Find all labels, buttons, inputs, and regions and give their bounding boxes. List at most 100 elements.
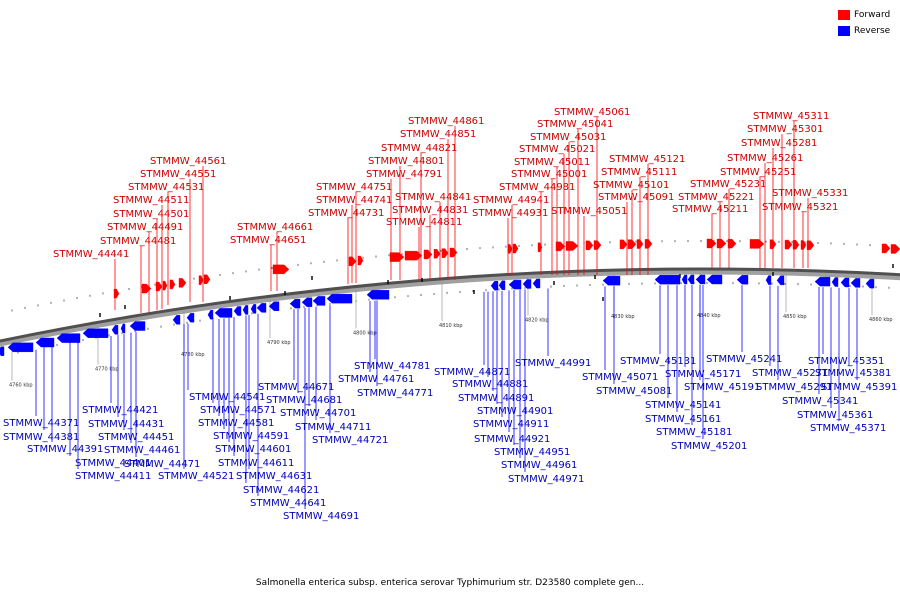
reverse-gene-arrow xyxy=(214,308,233,318)
forward-gene-label: STMMW_44441 xyxy=(53,249,129,260)
reverse-gene-label: STMMW_45241 xyxy=(706,354,782,365)
reverse-gene-arrow xyxy=(0,346,5,356)
reverse-gene-arrow xyxy=(129,321,146,331)
scale-tick-label: 4800 kbp xyxy=(353,330,377,336)
scale-tick-label: 4830 kbp xyxy=(611,314,635,320)
forward-gene-label: STMMW_45331 xyxy=(772,188,848,199)
forward-gene-label: STMMW_45251 xyxy=(720,167,796,178)
forward-gene-arrow xyxy=(749,239,765,249)
reverse-gene-label: STMMW_44781 xyxy=(354,361,430,372)
forward-gene-label: STMMW_45011 xyxy=(514,157,590,168)
reverse-gene-label: STMMW_44721 xyxy=(312,435,388,446)
reverse-gene-label: STMMW_44571 xyxy=(200,405,276,416)
forward-gene-label: STMMW_44801 xyxy=(368,156,444,167)
forward-gene-label: STMMW_45121 xyxy=(609,154,685,165)
forward-gene-arrow xyxy=(706,238,717,249)
forward-gene-arrow xyxy=(716,238,727,249)
forward-gene-label: STMMW_44821 xyxy=(381,143,457,154)
forward-gene-arrow xyxy=(162,280,168,291)
scale-tick-label: 4780 kbp xyxy=(181,352,205,358)
legend-forward-label: Forward xyxy=(854,10,891,20)
forward-gene-label: STMMW_44661 xyxy=(237,222,313,233)
reverse-gene-arrow xyxy=(301,297,313,307)
reverse-gene-label: STMMW_44771 xyxy=(357,388,433,399)
forward-gene-label: STMMW_45281 xyxy=(741,138,817,149)
reverse-gene-label: STMMW_45131 xyxy=(620,356,696,367)
forward-gene-label: STMMW_44511 xyxy=(113,195,189,206)
reverse-gene-arrow xyxy=(326,293,353,304)
reverse-gene-label: STMMW_44971 xyxy=(508,474,584,485)
forward-gene-label: STMMW_45301 xyxy=(747,124,823,135)
reverse-gene-label: STMMW_45071 xyxy=(582,372,658,383)
reverse-gene-label: STMMW_45381 xyxy=(815,368,891,379)
legend-reverse: Reverse xyxy=(838,26,890,36)
forward-gene-arrow xyxy=(619,239,628,250)
forward-gene-label: STMMW_45111 xyxy=(601,167,677,178)
scale-tick-label: 4840 kbp xyxy=(697,313,721,319)
forward-gene-arrow xyxy=(784,239,793,250)
reverse-gene-label: STMMW_44381 xyxy=(3,432,79,443)
reverse-gene-label: STMMW_44951 xyxy=(494,447,570,458)
reverse-gene-arrow xyxy=(207,310,214,320)
reverse-gene-label: STMMW_45161 xyxy=(645,414,721,425)
reverse-gene-arrow xyxy=(687,274,695,285)
forward-gene-label: STMMW_45311 xyxy=(753,111,829,122)
forward-gene-label: STMMW_45051 xyxy=(551,206,627,217)
forward-gene-label: STMMW_45021 xyxy=(519,144,595,155)
reverse-gene-label: STMMW_44921 xyxy=(474,434,550,445)
reverse-gene-label: STMMW_44611 xyxy=(218,458,294,469)
legend-forward: Forward xyxy=(838,10,890,20)
reverse-gene-arrow xyxy=(522,279,532,289)
reverse-gene-arrow xyxy=(366,290,390,300)
reverse-gene-arrow xyxy=(242,305,249,315)
reverse-gene-label: STMMW_44671 xyxy=(258,382,334,393)
reverse-gene-arrow xyxy=(602,275,621,286)
forward-gene-arrow xyxy=(155,281,163,292)
forward-gene-label: STMMW_45101 xyxy=(593,180,669,191)
legend-reverse-label: Reverse xyxy=(854,26,891,36)
scale-tick-label: 4860 kbp xyxy=(869,317,893,323)
forward-gene-label: STMMW_45221 xyxy=(678,192,754,203)
forward-gene-arrow xyxy=(890,244,900,254)
reverse-gene-arrow xyxy=(532,278,541,289)
backbone-shadow xyxy=(0,269,900,347)
reverse-gene-arrow xyxy=(508,279,522,290)
reverse-gene-label: STMMW_45391 xyxy=(821,382,897,393)
forward-gene-label: STMMW_44651 xyxy=(230,235,306,246)
forward-gene-arrow xyxy=(593,240,602,250)
forward-gene-label: STMMW_45211 xyxy=(672,204,748,215)
forward-gene-label: STMMW_45031 xyxy=(530,132,606,143)
reverse-gene-arrow xyxy=(35,337,55,348)
reverse-gene-arrow xyxy=(233,306,242,316)
reverse-gene-arrow xyxy=(172,315,181,325)
scale-tick-label: 4790 kbp xyxy=(267,340,291,346)
reverse-gene-arrow xyxy=(654,274,681,285)
reverse-gene-label: STMMW_45191 xyxy=(684,382,760,393)
forward-gene-arrow xyxy=(727,238,737,249)
reverse-gene-label: STMMW_45361 xyxy=(797,410,873,421)
forward-gene-arrow xyxy=(423,249,433,260)
forward-gene-arrow xyxy=(565,241,579,251)
reverse-gene-arrow xyxy=(490,281,499,291)
forward-gene-label: STMMW_45041 xyxy=(537,119,613,130)
reverse-gene-label: STMMW_44641 xyxy=(250,498,326,509)
forward-gene-label: STMMW_44811 xyxy=(386,217,462,228)
forward-gene-label: STMMW_44491 xyxy=(107,222,183,233)
reverse-gene-arrow xyxy=(289,298,301,309)
forward-gene-label: STMMW_44861 xyxy=(408,116,484,127)
forward-gene-arrow xyxy=(203,274,211,284)
forward-gene-label: STMMW_44791 xyxy=(366,169,442,180)
forward-gene-arrow xyxy=(198,275,204,285)
reverse-gene-arrow xyxy=(56,333,81,343)
reverse-gene-arrow xyxy=(250,304,257,314)
forward-gene-arrow xyxy=(389,252,405,262)
reverse-gene-label: STMMW_44541 xyxy=(189,392,265,403)
forward-gene-label: STMMW_44561 xyxy=(150,156,226,167)
reverse-gene-arrow xyxy=(776,275,785,286)
reverse-gene-arrow xyxy=(186,312,195,323)
reverse-gene-label: STMMW_45141 xyxy=(645,400,721,411)
reverse-gene-label: STMMW_44701 xyxy=(280,408,356,419)
reverse-gene-label: STMMW_44521 xyxy=(158,471,234,482)
reverse-gene-label: STMMW_45081 xyxy=(596,386,672,397)
